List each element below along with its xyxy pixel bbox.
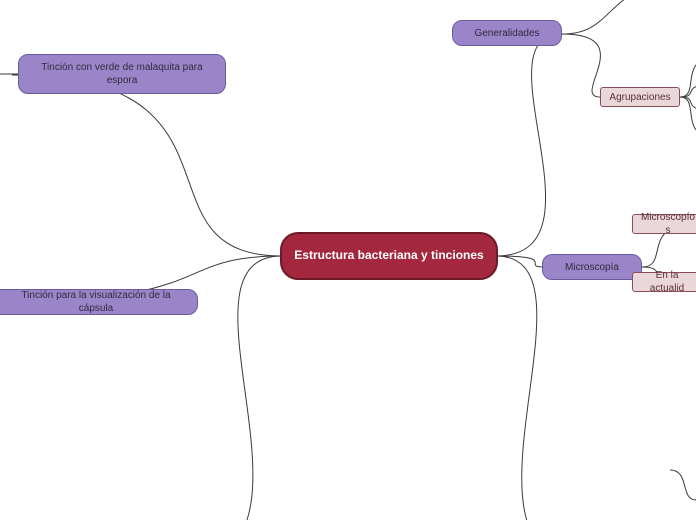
edge xyxy=(670,470,696,500)
node-en-la-actualidad[interactable]: En la actualid xyxy=(632,272,696,292)
edge xyxy=(680,60,696,97)
node-generalidades[interactable]: Generalidades xyxy=(452,20,562,46)
edge xyxy=(496,34,562,256)
node-microscopio-s[interactable]: Microscopío s xyxy=(632,214,696,234)
node-tincion-malaquita[interactable]: Tinción con verde de malaquita para espo… xyxy=(18,54,226,94)
edge xyxy=(562,34,600,97)
edge xyxy=(210,256,282,520)
node-tincion-capsula[interactable]: Tinción para la visualización de la cáps… xyxy=(0,289,198,315)
node-agrupaciones[interactable]: Agrupaciones xyxy=(600,87,680,107)
edge xyxy=(496,256,560,520)
edge xyxy=(12,75,282,256)
edge xyxy=(680,97,696,135)
central-topic[interactable]: Estructura bacteriana y tinciones xyxy=(280,232,498,280)
edge xyxy=(680,97,696,110)
edge xyxy=(680,85,696,97)
edge xyxy=(496,256,544,267)
node-microscopia[interactable]: Microscopía xyxy=(542,254,642,280)
edge xyxy=(562,0,696,34)
